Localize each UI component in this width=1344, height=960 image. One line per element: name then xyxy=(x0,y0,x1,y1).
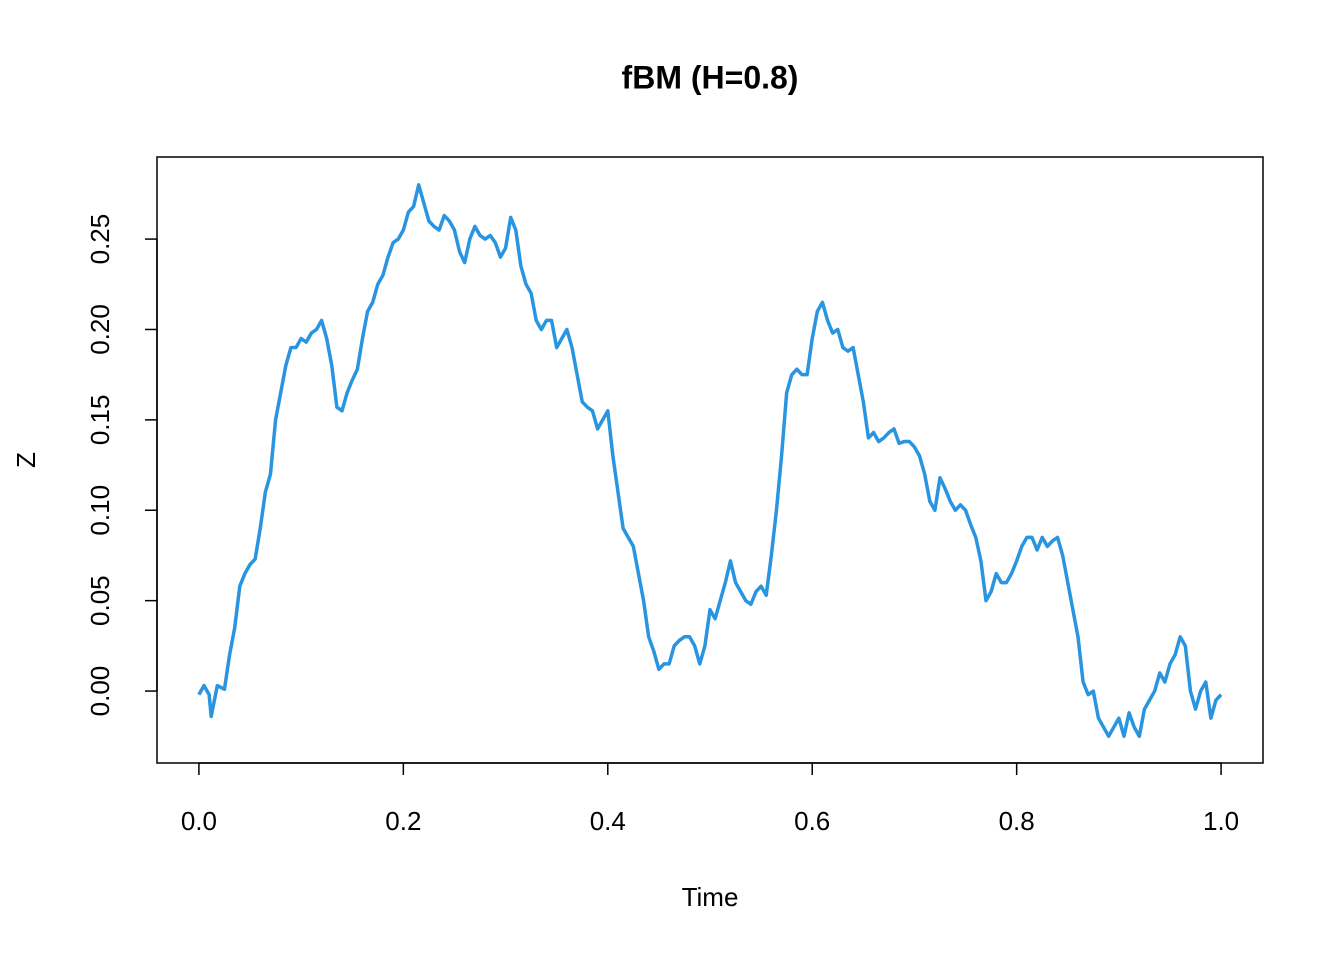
x-axis-label: Time xyxy=(682,882,739,912)
x-tick-label: 0.4 xyxy=(590,806,626,836)
y-tick-label: 0.00 xyxy=(85,666,115,717)
y-tick-label: 0.20 xyxy=(85,304,115,355)
x-tick-label: 0.6 xyxy=(794,806,830,836)
plot-frame xyxy=(156,156,1264,764)
x-tick-label: 1.0 xyxy=(1203,806,1239,836)
y-tick-label: 0.15 xyxy=(85,395,115,446)
x-tick-label: 0.0 xyxy=(181,806,217,836)
y-tick-label: 0.10 xyxy=(85,485,115,536)
x-tick-label: 0.2 xyxy=(385,806,421,836)
y-axis-label: Z xyxy=(11,452,41,468)
x-tick-label: 0.8 xyxy=(999,806,1035,836)
chart-title: fBM (H=0.8) xyxy=(622,59,799,95)
y-tick-label: 0.05 xyxy=(85,575,115,626)
data-line xyxy=(197,183,1223,738)
y-tick-label: 0.25 xyxy=(85,214,115,265)
